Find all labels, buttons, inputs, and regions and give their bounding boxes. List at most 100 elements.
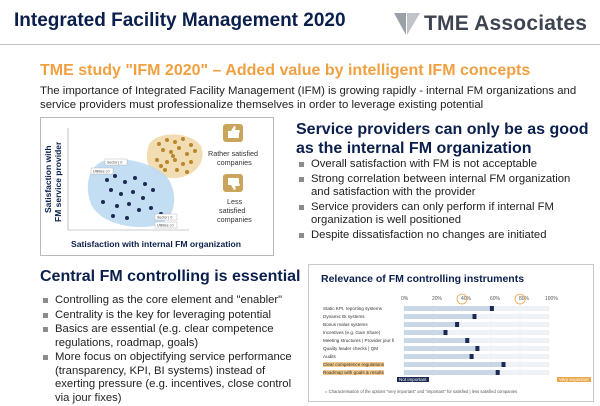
bar-track — [404, 322, 549, 327]
pct-80: 80% — [519, 296, 530, 302]
chart-ylabel-1: Satisfaction with — [43, 145, 53, 213]
controlling-heading: Central FM controlling is essential — [40, 268, 301, 285]
bar-fill — [404, 370, 500, 375]
scatter-dot — [177, 146, 181, 150]
bar-fill — [404, 306, 494, 311]
scatter-dot — [189, 160, 193, 164]
tme-logo-icon — [394, 13, 420, 35]
bar-fill — [404, 338, 470, 343]
bar-marker — [465, 338, 470, 343]
scatter-dot — [165, 160, 169, 164]
bar-fill — [404, 362, 506, 367]
scatter-dot — [101, 200, 105, 204]
scatter-dot — [181, 137, 185, 141]
controlling-instruments-panel: Relevance of FM controlling instruments … — [308, 264, 594, 402]
controlling-bullets: Controlling as the core element and "ena… — [41, 294, 299, 406]
bar-marker — [489, 306, 494, 311]
scatter-dot — [133, 176, 137, 180]
scatter-dot — [131, 190, 135, 194]
highlight-ring — [514, 293, 526, 305]
list-item: Basics are essential (e.g. clear compete… — [41, 323, 299, 350]
scatter-dot — [113, 174, 117, 178]
tag-tl: Sector | 0 — [107, 161, 122, 165]
scatter-dot — [157, 142, 161, 146]
row-label: Dynamic BI systems — [323, 314, 365, 319]
header-divider — [0, 44, 600, 45]
row-label: Quality leader checks | QM — [323, 346, 379, 351]
bar-fill — [404, 354, 474, 359]
pct-100: 100% — [545, 296, 558, 302]
bar-fill — [404, 330, 448, 335]
tag-tl2: Utilities | 0 — [93, 170, 110, 174]
bar-marker — [469, 354, 474, 359]
scatter-dot — [173, 140, 177, 144]
scatter-dot — [181, 162, 185, 166]
list-item: Strong correlation between internal FM o… — [297, 173, 592, 200]
pct-40: 40% — [461, 296, 472, 302]
scatter-dot — [137, 208, 141, 212]
scatter-dot — [169, 150, 173, 154]
thumbs-down-icon — [223, 174, 243, 192]
scatter-dot — [189, 143, 193, 147]
bar-fill — [404, 346, 480, 351]
scatter-dot — [193, 149, 197, 153]
tag-br: Sector | 0 — [157, 216, 172, 220]
pct-0: 0% — [401, 296, 409, 302]
satisfied-dots — [155, 137, 197, 174]
scatter-dot — [155, 158, 159, 162]
panel-legend: = Characterisation of the options "very … — [325, 389, 518, 394]
row-label: Bonus malus systems — [323, 322, 368, 327]
row-label: Incentives (e.g. Gain Share) — [323, 330, 381, 335]
scatter-dot — [123, 180, 127, 184]
scatter-dot — [105, 178, 109, 182]
panel-title: Relevance of FM controlling instruments — [321, 273, 525, 285]
scatter-dot — [109, 188, 113, 192]
bar-marker — [455, 322, 460, 327]
logo-text: TME Associates — [424, 12, 588, 35]
row-label: Static KPI, reporting systems — [323, 306, 382, 311]
row-label: Roadmap with goals & results — [323, 370, 384, 375]
very-important-tag: Very important — [557, 377, 591, 382]
scatter-dot — [127, 202, 131, 206]
row-label: Clear competence regulations — [323, 362, 385, 367]
intro-text: The importance of Integrated Facility Ma… — [40, 85, 577, 111]
bar-track — [404, 354, 549, 359]
scatter-dot — [161, 148, 165, 152]
scatter-dot — [185, 152, 189, 156]
list-item: Despite dissatisfaction no changes are i… — [297, 229, 592, 243]
service-providers-heading: Service providers can only be as good as… — [296, 121, 589, 157]
satisfaction-chart: Satisfaction with FM service provider Se… — [40, 117, 274, 256]
row-label: Meeting structures | Provider jour fi — [323, 338, 395, 343]
legend-less-1: Less — [227, 197, 243, 206]
list-item: Service providers can only perform if in… — [297, 201, 592, 228]
satisfaction-chart-svg: Satisfaction with FM service provider Se… — [43, 124, 258, 249]
company-logo: TME Associates — [394, 12, 587, 36]
bar-track — [404, 330, 549, 335]
scatter-dot — [159, 164, 163, 168]
scatter-dot — [111, 214, 115, 218]
legend-less-2: satisfied — [219, 206, 245, 215]
pct-60: 60% — [490, 296, 501, 302]
scatter-dot — [119, 192, 123, 196]
highlight-ring — [456, 293, 468, 305]
scatter-dot — [149, 206, 153, 210]
bar-marker — [475, 346, 480, 351]
list-item: Centrality is the key for leveraging pot… — [41, 309, 299, 323]
scatter-dot — [163, 168, 167, 172]
pct-20: 20% — [432, 296, 443, 302]
bar-fill — [404, 322, 460, 327]
scatter-dot — [165, 138, 169, 142]
scatter-dot — [171, 154, 175, 158]
scatter-dot — [115, 204, 119, 208]
legend-satisfied-2: companies — [217, 158, 252, 167]
scatter-dot — [175, 168, 179, 172]
study-subtitle: TME study "IFM 2020" – Added value by in… — [40, 62, 531, 79]
scatter-dot — [141, 196, 145, 200]
tag-br2: Utilities | 0 — [157, 224, 174, 228]
service-providers-bullets: Overall satisfaction with FM is not acce… — [297, 158, 592, 243]
page-title: Integrated Facility Management 2020 — [14, 10, 346, 31]
bar-track — [404, 338, 549, 343]
scatter-dot — [125, 216, 129, 220]
scatter-dot — [185, 170, 189, 174]
not-important-tag: Not important — [397, 377, 429, 382]
